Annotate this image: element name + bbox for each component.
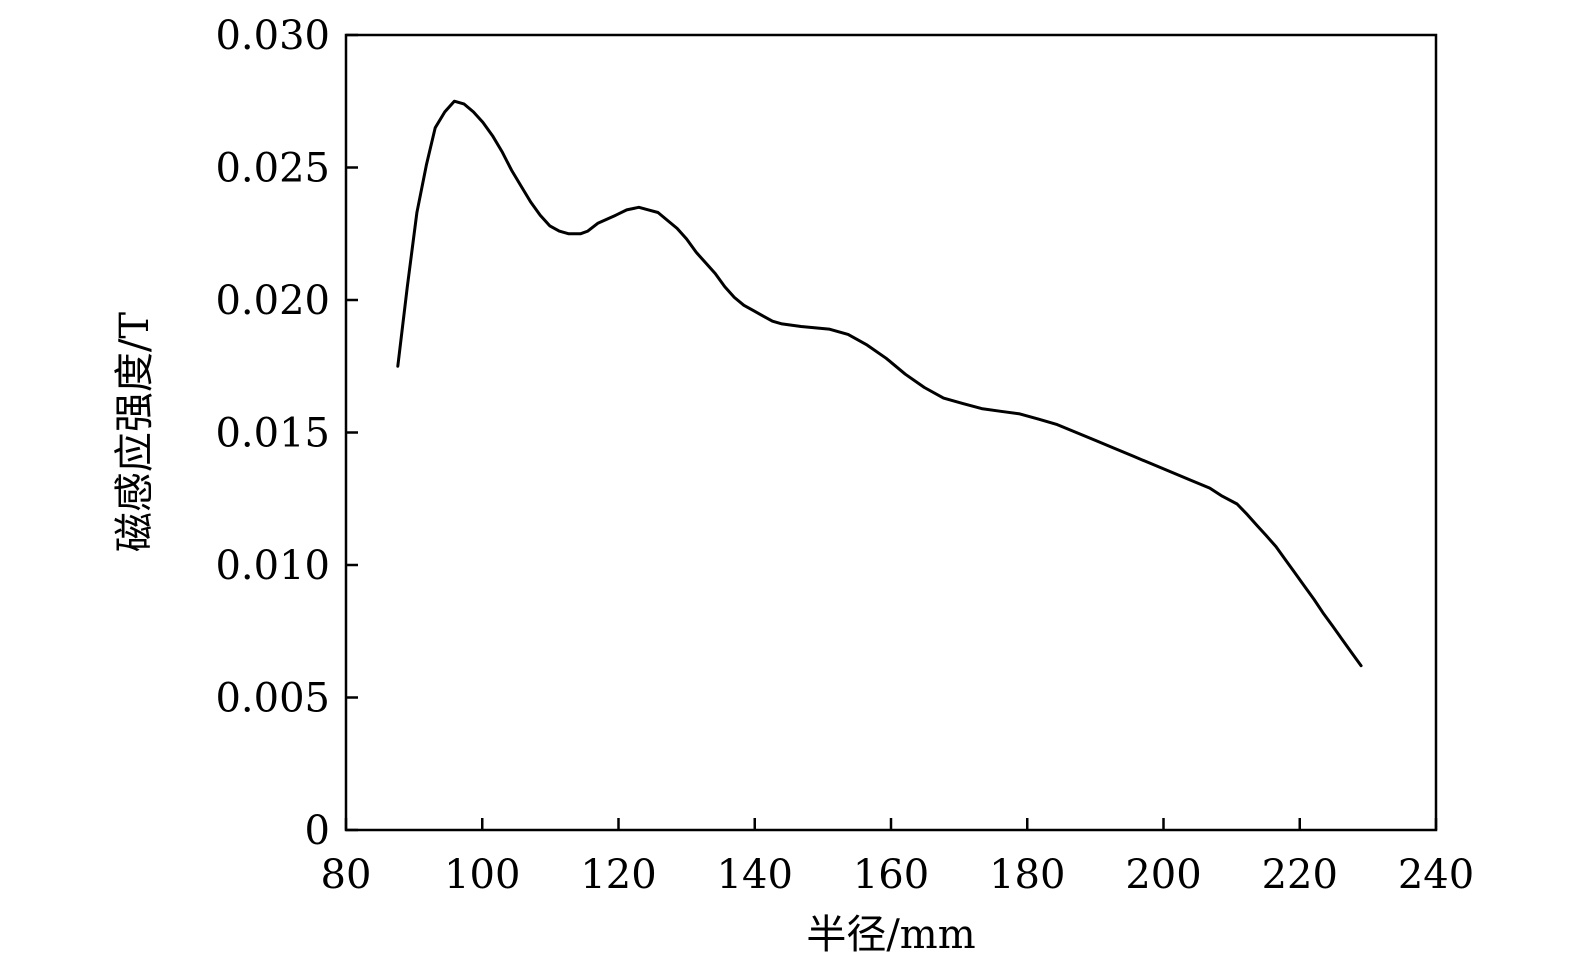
y-ticks: 0 0.005 0.010 0.015 0.020 0.025 0.030 [215, 13, 358, 854]
x-tick-label: 160 [853, 852, 929, 898]
x-ticks: 80 100 120 140 160 180 200 220 240 [321, 818, 1474, 898]
plot-frame [344, 33, 1438, 832]
x-tick-label: 220 [1262, 852, 1338, 898]
y-tick-label: 0.005 [215, 676, 330, 722]
y-tick-label: 0 [305, 808, 330, 854]
x-axis-title: 半径/mm [806, 912, 975, 958]
x-tick-label: 120 [580, 852, 656, 898]
x-tick-label: 80 [321, 852, 372, 898]
y-axis-title: 磁感应强度/T [112, 312, 158, 552]
y-tick-label: 0.020 [215, 278, 330, 324]
x-tick-label: 200 [1125, 852, 1201, 898]
y-tick-label: 0.015 [215, 411, 330, 457]
x-tick-label: 100 [444, 852, 520, 898]
x-tick-label: 240 [1398, 852, 1474, 898]
data-line [396, 99, 1363, 668]
y-tick-label: 0.010 [215, 543, 330, 589]
y-tick-label: 0.030 [215, 13, 330, 59]
y-tick-label: 0.025 [215, 146, 330, 192]
x-tick-label: 140 [717, 852, 793, 898]
x-tick-label: 180 [989, 852, 1065, 898]
